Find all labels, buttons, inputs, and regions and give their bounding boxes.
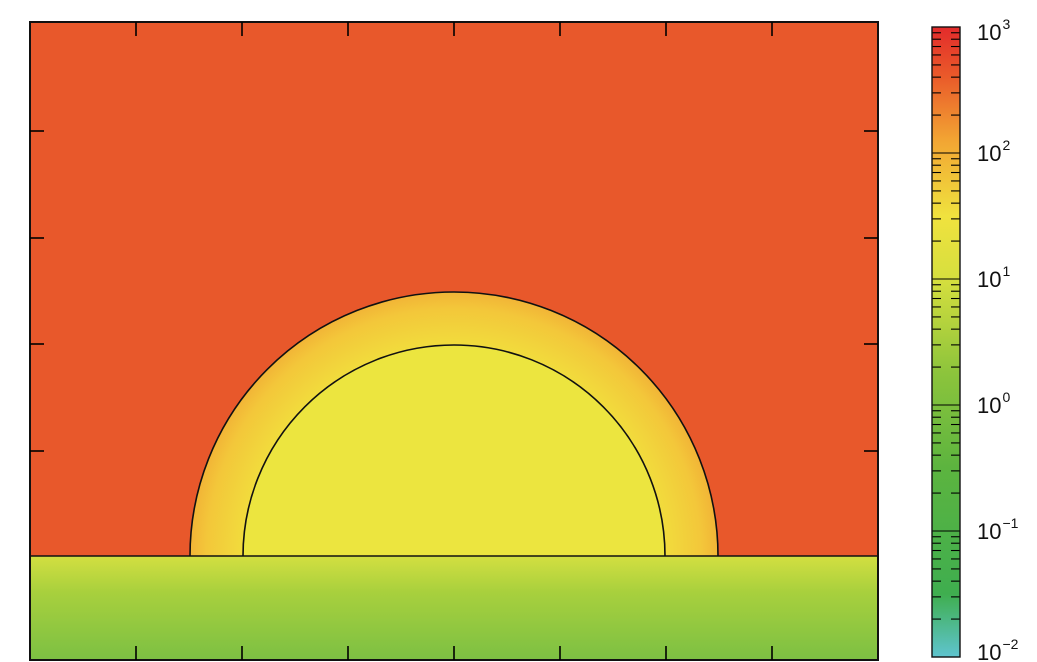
colorbar-tick-exponent: −1 [1002, 515, 1018, 531]
colorbar-tick-base: 10 [977, 519, 1001, 544]
frame-ticks [30, 22, 878, 660]
colorbar-tick-base: 10 [977, 640, 1001, 662]
colorbar-minor-ticks [932, 32, 960, 658]
plot-area [29, 21, 879, 661]
colorbar-tick-base: 10 [977, 141, 1001, 166]
colorbar-tick-exponent: −2 [1002, 636, 1018, 652]
shell-boundary [189, 291, 719, 557]
core-boundary [242, 344, 666, 557]
colorbar-tick-base: 10 [977, 393, 1001, 418]
colorbar-tick-label: 100 [977, 389, 1010, 418]
colorbar-tick-base: 10 [977, 20, 1001, 45]
colorbar-tick-exponent: 0 [1002, 389, 1010, 405]
substrate-region [30, 556, 878, 660]
colorbar-frame [931, 26, 961, 658]
colorbar-gradient [932, 27, 960, 657]
colorbar-tick-label: 10−2 [977, 636, 1019, 662]
colorbar-tick-label: 10−1 [977, 515, 1019, 544]
core-region [243, 345, 665, 556]
colorbar-tick-exponent: 3 [1002, 16, 1010, 32]
colorbar-tick-label: 101 [977, 263, 1010, 292]
colorbar-tick-label: 103 [977, 16, 1010, 45]
colorbar-tick-exponent: 2 [1002, 137, 1010, 153]
colorbar-tick-label: 102 [977, 137, 1010, 166]
colorbar-tick-exponent: 1 [1002, 263, 1010, 279]
colorbar-tick-base: 10 [977, 267, 1001, 292]
